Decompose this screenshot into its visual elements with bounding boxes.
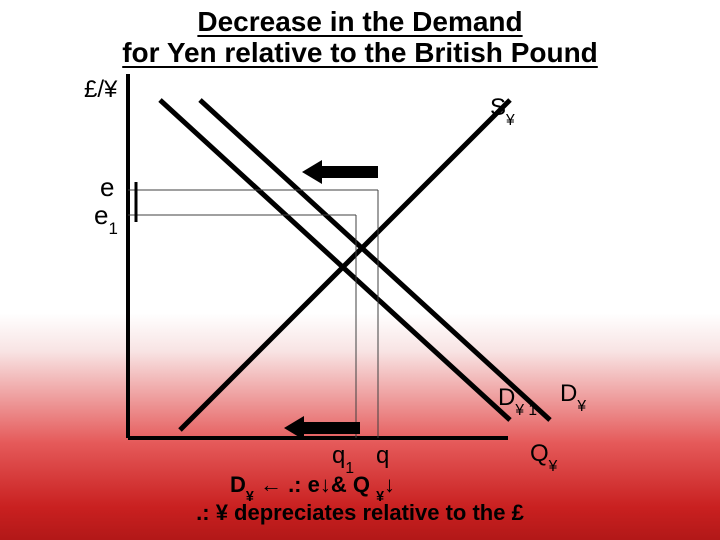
e-label: e [100,172,114,203]
demand-line-shifted [160,100,510,420]
slide: Decrease in the Demand for Yen relative … [0,0,720,540]
q-label: q [376,442,389,470]
y-axis-label: £/¥ [84,76,117,104]
demand-label-shifted: D¥ 1 [498,384,537,416]
supply-line [180,100,510,430]
demand-shift-arrow [302,160,380,184]
x-axis-label: Q¥ [530,440,557,472]
conclusion-line: .: ¥ depreciates relative to the £ [0,500,720,526]
supply-label: S¥ [490,94,515,126]
e1-label: e1 [94,200,118,235]
demand-label-original: D¥ [560,380,586,412]
q1-label: q1 [332,442,354,474]
demand-line-original [200,100,550,420]
formula-line: D¥ ← .: e↓& Q ¥↓ [230,472,395,501]
